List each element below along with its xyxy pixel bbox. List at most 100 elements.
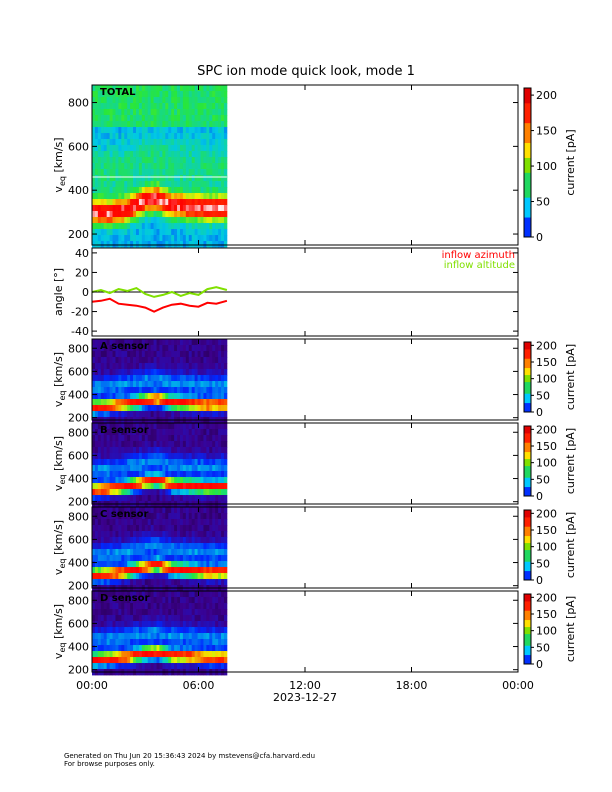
colorbar-tick-label: 150 [536,356,557,369]
heat-cell [92,495,96,502]
heat-cell [194,513,198,520]
heat-cell [92,381,96,388]
heat-cell [182,543,187,550]
heat-cell [171,447,175,454]
heat-cell [115,217,119,224]
heat-cell [100,193,105,200]
heat-cell [103,127,108,134]
heat-cell [141,663,146,670]
heat-cell [162,549,166,556]
heat-cell [162,169,166,176]
heat-cell [203,639,207,646]
heat-cell [118,471,122,478]
heat-cell [150,351,154,358]
heat-cell [92,555,96,562]
heat-cell [133,543,137,550]
heat-cell [103,639,108,646]
heat-cell [159,621,163,628]
heat-cell [162,471,166,478]
heat-cell [121,507,125,514]
heat-cell [156,393,160,400]
colorbar-segment [524,377,531,380]
heat-cell [191,145,196,152]
heat-cell [92,549,96,556]
colorbar-segment [524,472,531,476]
heat-cell [223,223,228,230]
heat-cell [215,181,219,188]
heat-cell [103,109,108,116]
heat-cell [115,193,119,200]
heat-cell [150,549,154,556]
heat-cell [130,663,134,670]
heat-cell [177,241,181,248]
heat-cell [182,127,187,134]
heat-cell [130,235,134,242]
heat-cell [200,597,204,604]
heatmap-a_sensor [92,339,228,424]
heat-cell [171,573,175,580]
heat-cell [94,151,99,158]
colorbar-segment [524,624,531,628]
heat-cell [223,199,228,206]
heat-cell [221,435,225,442]
heat-cell [215,615,219,622]
heat-cell [138,181,143,188]
heat-cell [92,375,96,382]
heat-cell [150,465,154,472]
heat-cell [153,621,157,628]
colorbar-segment [524,514,531,518]
heat-cell [185,453,190,460]
colorbar-segment [524,540,531,544]
heat-cell [221,121,225,128]
heat-cell [109,91,113,98]
heat-cell [209,217,213,224]
heat-cell [177,381,181,388]
heat-cell [182,489,187,496]
heat-cell [92,145,96,152]
heat-cell [153,453,157,460]
heat-cell [159,387,163,394]
colorbar-tick-label: 200 [536,423,557,436]
heat-cell [144,591,149,598]
heat-cell [215,573,219,580]
heat-cell [97,363,102,370]
colorbar-tick-label: 100 [536,541,557,554]
heat-cell [203,627,207,634]
heat-cell [162,181,166,188]
heat-cell [124,405,128,412]
heat-cell [177,507,181,514]
heat-cell [165,447,169,454]
y-tick-label: 600 [68,617,89,630]
heat-cell [138,121,143,128]
colorbar-segment [524,465,531,469]
heat-cell [127,447,131,454]
heat-cell [212,663,216,670]
heat-cell [138,645,143,652]
heat-cell [138,555,143,562]
heat-cell [221,513,225,520]
heat-cell [118,175,122,182]
heat-cell [179,199,184,206]
heat-cell [188,489,193,496]
heat-cell [203,513,207,520]
heat-cell [118,465,122,472]
heat-cell [124,369,128,376]
heat-cell [209,489,213,496]
heat-cell [118,483,122,490]
heat-cell [206,561,210,568]
heat-cell [135,91,140,98]
heat-cell [124,507,128,514]
heat-cell [215,163,219,170]
heat-cell [109,339,113,346]
heat-cell [127,151,131,158]
heat-cell [147,579,152,586]
heat-cell [162,405,166,412]
heat-cell [191,85,196,92]
heat-cell [92,603,96,610]
heat-cell [212,483,216,490]
heat-cell [162,495,166,502]
heat-cell [182,627,187,634]
heat-cell [215,489,219,496]
heat-cell [223,393,228,400]
heat-cell [188,103,193,110]
